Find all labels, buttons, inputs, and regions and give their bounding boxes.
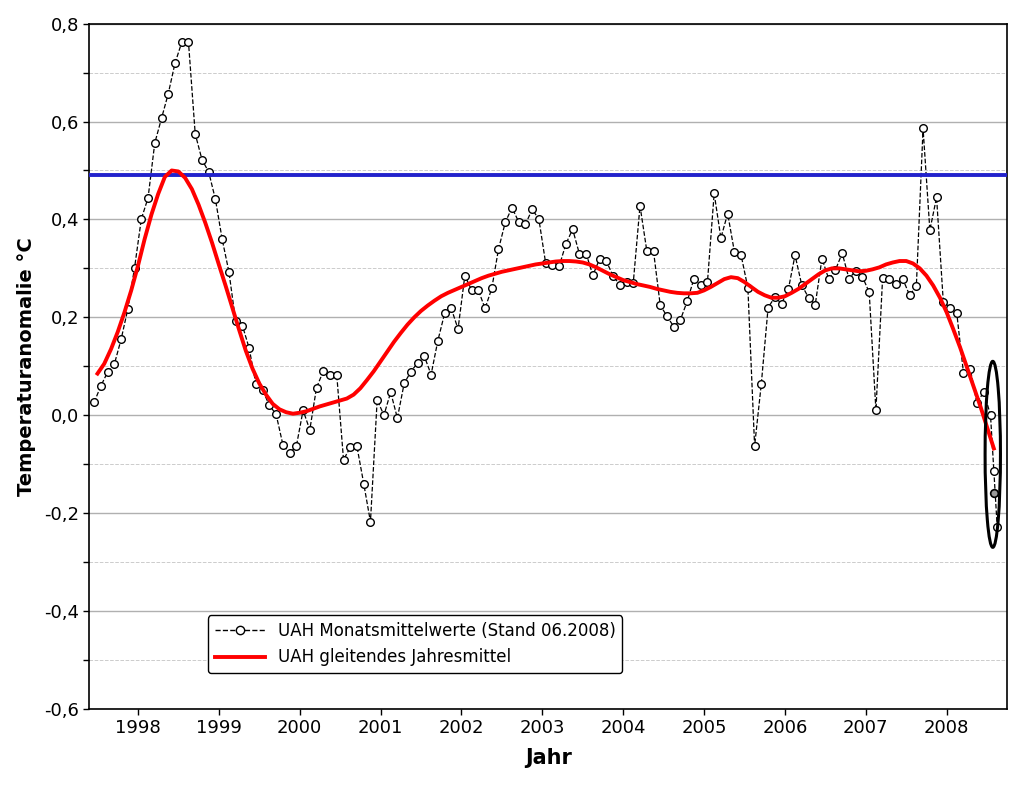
UAH gleitendes Jahresmittel: [441, 288, 454, 298]
UAH gleitendes Jahresmittel: [138, 234, 151, 243]
UAH Monatsmittelwerte (Stand 06.2008): [829, 265, 842, 275]
UAH gleitendes Jahresmittel: [294, 408, 306, 418]
UAH gleitendes Jahresmittel: [934, 293, 946, 302]
UAH Monatsmittelwerte (Stand 06.2008): [88, 398, 100, 407]
Legend: UAH Monatsmittelwerte (Stand 06.2008), UAH gleitendes Jahresmittel: UAH Monatsmittelwerte (Stand 06.2008), U…: [208, 615, 623, 673]
Y-axis label: Temperaturanomalie °C: Temperaturanomalie °C: [16, 237, 36, 495]
UAH gleitendes Jahresmittel: [91, 369, 103, 378]
UAH Monatsmittelwerte (Stand 06.2008): [176, 38, 188, 47]
UAH Monatsmittelwerte (Stand 06.2008): [991, 523, 1004, 532]
UAH gleitendes Jahresmittel: [166, 166, 178, 175]
X-axis label: Jahr: Jahr: [525, 748, 571, 769]
UAH Monatsmittelwerte (Stand 06.2008): [843, 274, 855, 283]
UAH Monatsmittelwerte (Stand 06.2008): [445, 304, 458, 313]
Line: UAH Monatsmittelwerte (Stand 06.2008): UAH Monatsmittelwerte (Stand 06.2008): [90, 38, 1001, 531]
UAH gleitendes Jahresmittel: [988, 444, 1000, 453]
UAH Monatsmittelwerte (Stand 06.2008): [203, 167, 215, 177]
Line: UAH gleitendes Jahresmittel: UAH gleitendes Jahresmittel: [97, 170, 994, 448]
UAH gleitendes Jahresmittel: [940, 308, 952, 317]
UAH Monatsmittelwerte (Stand 06.2008): [836, 249, 848, 258]
UAH gleitendes Jahresmittel: [321, 400, 333, 409]
UAH Monatsmittelwerte (Stand 06.2008): [950, 309, 963, 318]
